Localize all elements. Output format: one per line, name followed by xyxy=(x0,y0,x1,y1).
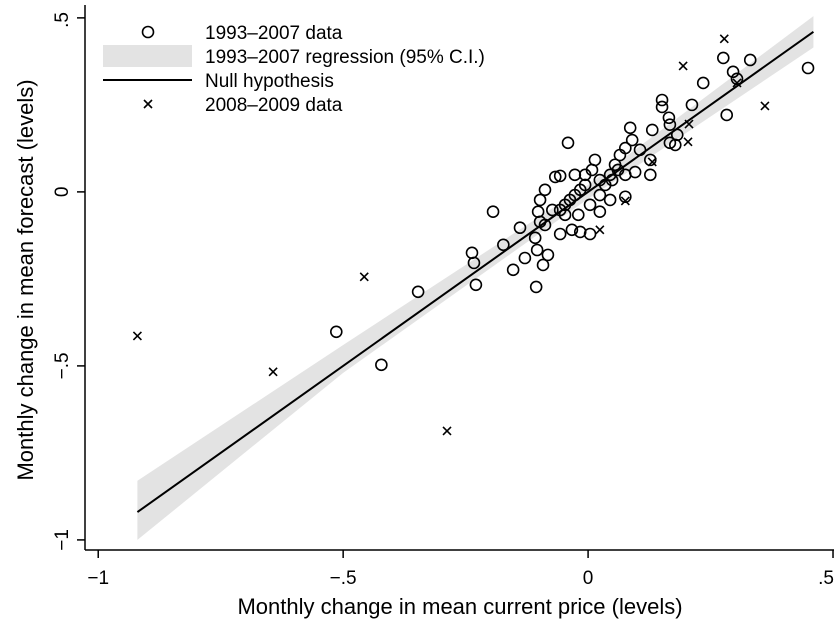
point xyxy=(696,76,710,90)
point xyxy=(613,148,627,162)
y-tick-label: −1 xyxy=(52,529,73,551)
point xyxy=(655,100,669,114)
point xyxy=(578,168,592,182)
point xyxy=(442,426,452,436)
point xyxy=(568,168,582,182)
point xyxy=(633,143,647,157)
point xyxy=(593,188,607,202)
x-tick-label: −.5 xyxy=(330,568,357,589)
point xyxy=(538,218,552,232)
point xyxy=(536,258,550,272)
point xyxy=(716,51,730,65)
point xyxy=(486,205,500,219)
point xyxy=(553,169,567,183)
point xyxy=(684,119,694,129)
point xyxy=(558,208,572,222)
point xyxy=(720,108,734,122)
point xyxy=(620,196,630,206)
point xyxy=(595,225,605,235)
point xyxy=(668,138,682,152)
point xyxy=(726,65,740,79)
point xyxy=(655,93,669,107)
y-tick-label: −.5 xyxy=(52,352,73,379)
point xyxy=(497,238,510,252)
legend-label: 1993–2007 data xyxy=(205,23,343,44)
point xyxy=(645,123,659,137)
point xyxy=(801,61,815,75)
x-axis-title: Monthly change in mean current price (le… xyxy=(237,594,682,619)
point xyxy=(528,231,542,245)
legend-swatch xyxy=(143,99,153,109)
point xyxy=(571,208,585,222)
y-axis-title: Monthly change in mean forecast (levels) xyxy=(13,79,38,480)
point xyxy=(628,165,642,179)
point xyxy=(538,183,552,197)
y-tick-label: 0 xyxy=(52,187,73,198)
point xyxy=(719,34,729,44)
point xyxy=(760,101,770,111)
point xyxy=(603,193,617,207)
point xyxy=(530,243,544,257)
point xyxy=(623,121,637,135)
point xyxy=(611,163,625,177)
point xyxy=(518,251,532,265)
point xyxy=(743,53,757,67)
point xyxy=(619,190,632,204)
point xyxy=(465,246,479,260)
point xyxy=(561,136,575,150)
point xyxy=(662,111,676,125)
point xyxy=(663,118,677,132)
legend-label: 1993–2007 regression (95% C.I.) xyxy=(205,47,485,68)
y-tick-label: .5 xyxy=(52,12,73,28)
point xyxy=(375,358,388,372)
point xyxy=(593,205,607,219)
x-tick-label: −1 xyxy=(87,568,109,589)
point xyxy=(553,227,567,241)
point xyxy=(588,153,602,167)
point xyxy=(663,136,677,150)
point xyxy=(541,248,555,262)
point xyxy=(469,278,483,292)
point xyxy=(132,331,142,341)
x-tick-label: .5 xyxy=(818,568,834,589)
legend-label: Null hypothesis xyxy=(205,71,334,92)
point xyxy=(411,285,425,299)
point xyxy=(467,256,481,270)
point xyxy=(683,137,693,147)
legend-label: 2008–2009 data xyxy=(205,95,343,116)
point xyxy=(583,227,597,241)
point xyxy=(647,157,657,167)
point xyxy=(644,153,657,167)
null-line xyxy=(136,30,815,513)
point xyxy=(546,203,559,217)
legend-swatch xyxy=(141,25,155,39)
point xyxy=(329,325,343,339)
point xyxy=(359,272,369,282)
point xyxy=(565,223,579,237)
x-tick-label: 0 xyxy=(583,568,594,589)
point xyxy=(644,168,657,182)
point xyxy=(583,198,597,212)
point xyxy=(730,72,744,86)
point xyxy=(548,170,562,184)
legend-swatch xyxy=(103,45,192,67)
point xyxy=(605,173,619,187)
point xyxy=(531,205,545,219)
point xyxy=(625,133,639,147)
point xyxy=(529,280,543,294)
point xyxy=(506,263,520,277)
point xyxy=(732,78,742,88)
point xyxy=(268,367,278,377)
point xyxy=(685,98,699,112)
point xyxy=(533,193,547,207)
point xyxy=(513,221,527,235)
point xyxy=(678,61,688,71)
